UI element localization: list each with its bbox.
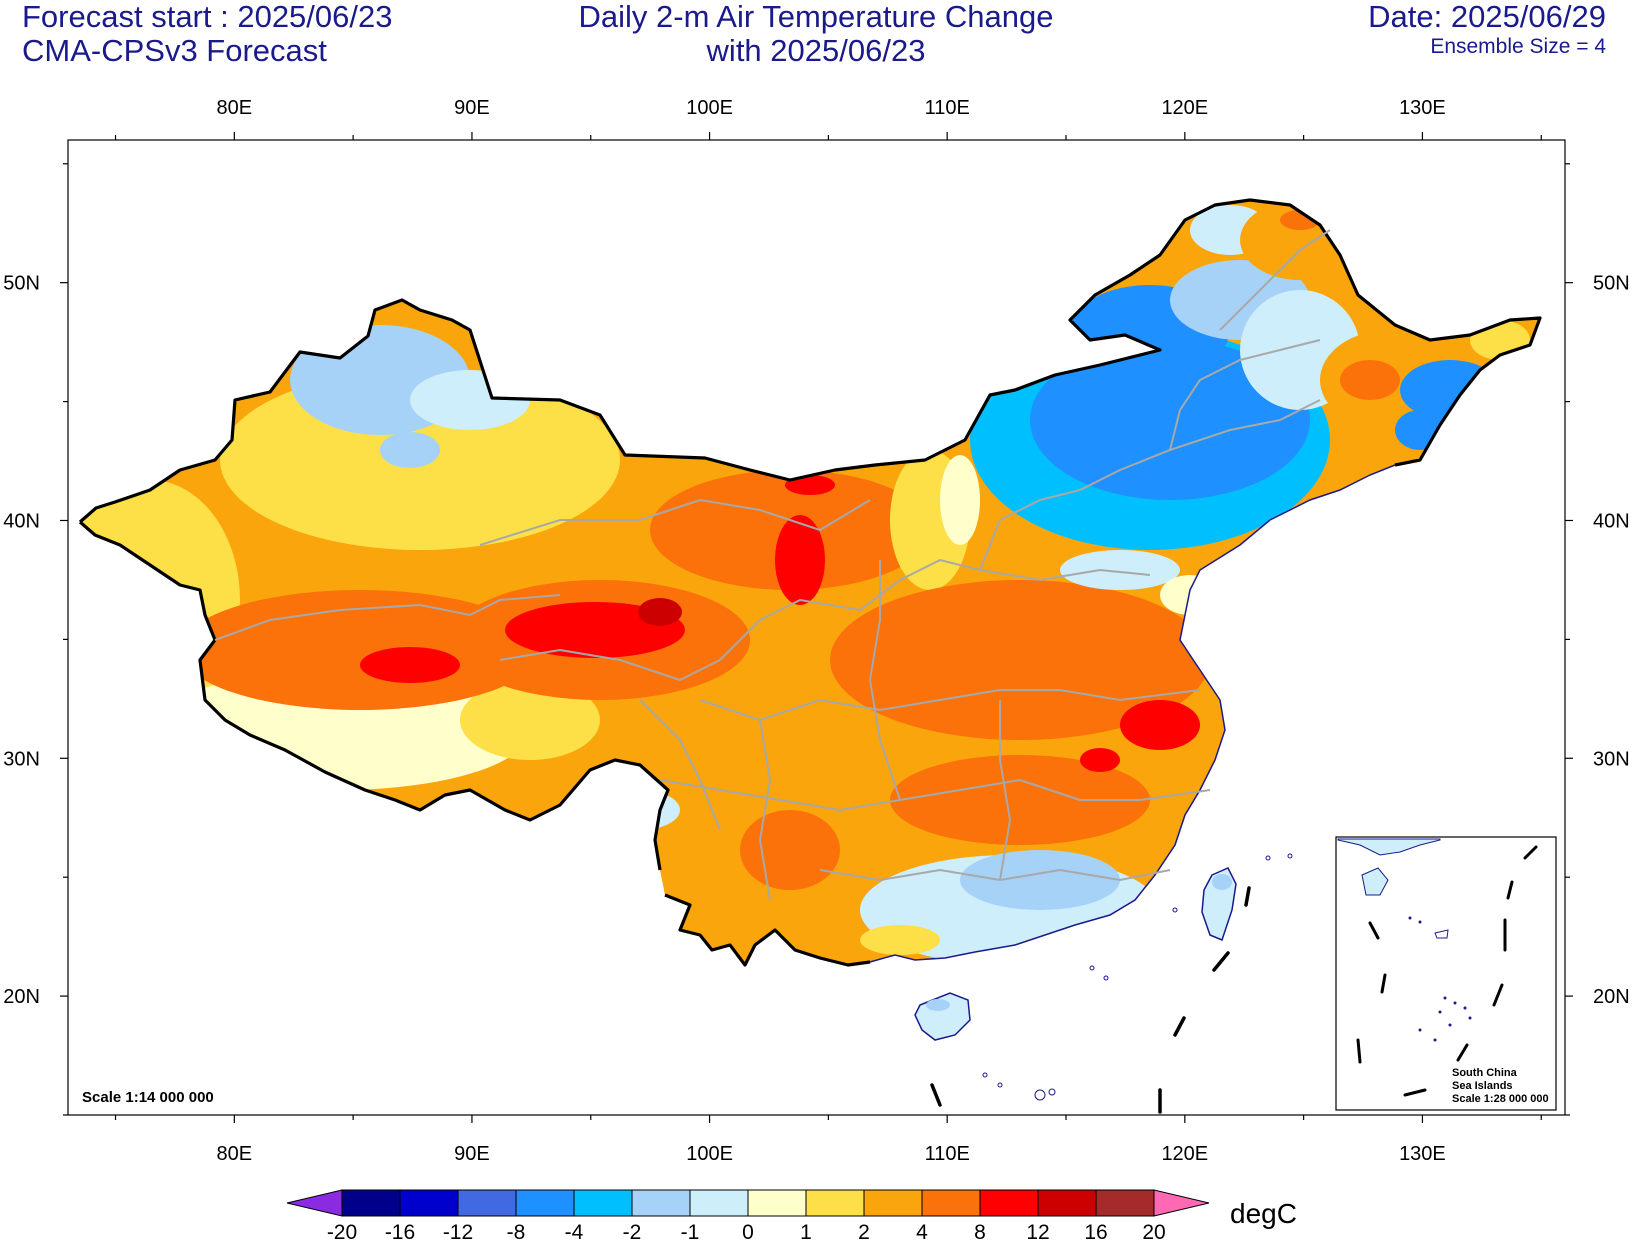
colorbar-label: -1: [681, 1221, 700, 1241]
inset-label-1: South China: [1452, 1067, 1518, 1079]
lon-label-bottom: 120E: [1161, 1143, 1208, 1165]
colorbar-high-triangle: [1153, 1189, 1210, 1217]
colorbar-swatch: [979, 1189, 1039, 1217]
colorbar-label: -4: [565, 1221, 584, 1241]
scale-text: Scale 1:14 000 000: [82, 1089, 214, 1106]
inset-label-2: Sea Islands: [1452, 1080, 1513, 1092]
lon-label-bottom: 100E: [686, 1143, 733, 1165]
colorbar-label: 12: [1026, 1221, 1049, 1241]
model-text: CMA-CPSv3 Forecast: [22, 33, 327, 68]
colorbar-swatch: [515, 1189, 575, 1217]
colorbar-label: -20: [327, 1221, 357, 1241]
colorbar-label: -2: [623, 1221, 642, 1241]
lon-label-top: 110E: [925, 97, 970, 119]
colorbar-label: 1: [800, 1221, 812, 1241]
title-line1: Daily 2-m Air Temperature Change: [578, 0, 1054, 34]
inset-map: South China Sea Islands Scale 1:28 000 0…: [1335, 836, 1557, 1111]
lon-label-bottom: 80E: [217, 1143, 253, 1165]
colorbar-label: 2: [858, 1221, 870, 1241]
dash-line-main: [930, 886, 1251, 1114]
colorbar-swatch: [1037, 1189, 1097, 1217]
ensemble-text: Ensemble Size = 4: [1430, 35, 1606, 58]
colorbar-swatch: [689, 1189, 749, 1217]
lon-label-top: 100E: [686, 97, 733, 119]
lat-label-right: 20N: [1593, 986, 1630, 1008]
colorbar-label: -12: [443, 1221, 473, 1241]
country-border: [78, 198, 1542, 967]
colorbar-swatch: [805, 1189, 865, 1217]
coastline: [869, 464, 1396, 963]
longitude-ticks: 80E 80E 90E 90E 100E 100E 110E 110E 120E 120E 130E…: [114, 97, 1542, 1165]
colorbar-swatch: [921, 1189, 981, 1217]
latitude-ticks: 20N 20N 30N 30N 40N 40N 50N 50N: [3, 163, 1630, 1116]
colorbar-swatch: [399, 1189, 459, 1217]
lon-label-top: 90E: [454, 97, 490, 119]
lon-label-top: 130E: [1399, 97, 1446, 119]
date-text: Date: 2025/06/29: [1368, 0, 1606, 34]
lon-label-top: 80E: [217, 97, 253, 119]
colorbar-label: 20: [1142, 1221, 1165, 1241]
lon-label-top: 120E: [1161, 97, 1208, 119]
lat-label-right: 50N: [1593, 273, 1630, 295]
small-islands: [982, 853, 1293, 1101]
colorbar-swatch: [457, 1189, 517, 1217]
colorbar-swatch: [1095, 1189, 1155, 1217]
lat-label-left: 50N: [3, 273, 40, 295]
colorbar-swatch: [747, 1189, 807, 1217]
colorbar-low-triangle: [286, 1189, 343, 1217]
header-right: Date: 2025/06/29 Ensemble Size = 4: [1368, 0, 1606, 60]
colorbar-swatch: [863, 1189, 923, 1217]
colorbar-swatch: [341, 1189, 401, 1217]
colorbar: -20 -16 -12 -8 -4 -2 -1 0 1 2 4 8 12 16 20: [286, 1189, 1210, 1241]
lat-label-right: 30N: [1593, 748, 1630, 770]
province-lines: [214, 229, 1331, 901]
title-line2: with 2025/06/23: [706, 33, 926, 68]
lat-label-left: 30N: [3, 748, 40, 770]
lon-label-bottom: 110E: [925, 1143, 970, 1165]
lat-label-right: 40N: [1593, 510, 1630, 532]
header-left: Forecast start : 2025/06/23 CMA-CPSv3 Fo…: [22, 0, 393, 68]
forecast-start-text: Forecast start : 2025/06/23: [22, 0, 393, 34]
map-title: Daily 2-m Air Temperature Change with 20…: [516, 0, 1116, 68]
colorbar-swatch: [631, 1189, 691, 1217]
colorbar-label: -16: [385, 1221, 415, 1241]
colorbar-label: -8: [507, 1221, 526, 1241]
colorbar-swatch: [573, 1189, 633, 1217]
colorbar-label: 8: [974, 1221, 986, 1241]
colorbar-label: 16: [1084, 1221, 1107, 1241]
lon-label-bottom: 90E: [454, 1143, 490, 1165]
lat-label-left: 40N: [3, 510, 40, 532]
inset-label-3: Scale 1:28 000 000: [1452, 1093, 1549, 1105]
colorbar-label: 0: [742, 1221, 754, 1241]
colorbar-unit: degC: [1230, 1198, 1297, 1229]
lat-label-left: 20N: [3, 986, 40, 1008]
lon-label-bottom: 130E: [1399, 1143, 1446, 1165]
colorbar-label: 4: [916, 1221, 928, 1241]
